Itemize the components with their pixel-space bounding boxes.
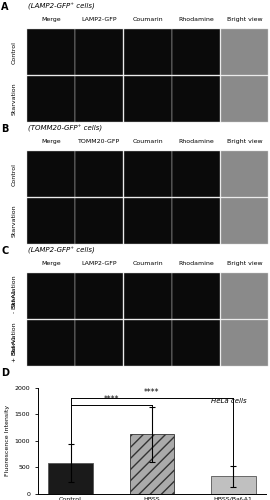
Text: Starvation: Starvation [12,321,16,354]
Text: Starvation: Starvation [12,83,16,116]
Text: C: C [1,246,9,256]
Bar [211,476,256,494]
Text: Coumarin: Coumarin [132,139,163,144]
Text: (LAMP2-GFP⁺ cells): (LAMP2-GFP⁺ cells) [28,2,95,10]
Text: (LAMP2-GFP⁺ cells): (LAMP2-GFP⁺ cells) [28,246,95,254]
Text: Bright view: Bright view [227,17,262,22]
Text: + Baf-A1: + Baf-A1 [12,336,16,361]
Text: Rhodamine: Rhodamine [178,261,214,266]
Text: - Baf-A1: - Baf-A1 [12,290,16,314]
Text: Starvation: Starvation [12,205,16,238]
Text: Coumarin: Coumarin [132,17,163,22]
Text: HeLa cells: HeLa cells [211,398,247,404]
Bar [48,463,93,494]
Text: TOMM20-GFP: TOMM20-GFP [78,139,120,144]
Text: Coumarin: Coumarin [132,261,163,266]
Text: ****: **** [103,395,119,404]
Text: D: D [1,368,9,378]
Text: Rhodamine: Rhodamine [178,17,214,22]
Text: LAMP2-GFP: LAMP2-GFP [82,17,117,22]
Bar [130,434,174,494]
Text: A: A [1,2,9,12]
Text: Bright view: Bright view [227,139,262,144]
Text: B: B [1,124,9,134]
Text: Bright view: Bright view [227,261,262,266]
Text: Starvation: Starvation [12,274,16,307]
Text: Rhodamine: Rhodamine [178,139,214,144]
Text: Merge: Merge [41,17,61,22]
Text: ****: **** [144,388,160,397]
Y-axis label: Fluorescence Intensity: Fluorescence Intensity [5,405,10,476]
Text: LAMP2-GFP: LAMP2-GFP [82,261,117,266]
Text: Control: Control [12,163,16,186]
Text: Control: Control [12,41,16,64]
Text: (TOMM20-GFP⁺ cells): (TOMM20-GFP⁺ cells) [28,124,102,132]
Text: Merge: Merge [41,261,61,266]
Text: Merge: Merge [41,139,61,144]
